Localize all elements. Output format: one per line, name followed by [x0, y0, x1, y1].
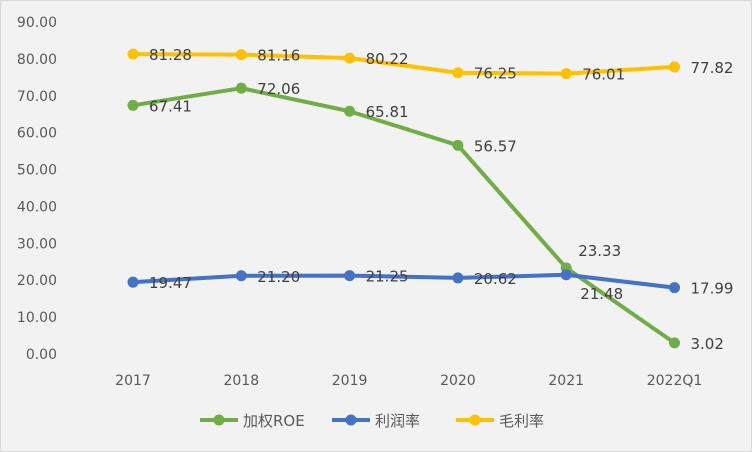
- y-tick-label: 80.00: [17, 52, 57, 68]
- series-line: [132, 52, 675, 76]
- y-tick-label: 60.00: [17, 126, 57, 142]
- data-point: [452, 67, 464, 79]
- series-line: [132, 272, 675, 290]
- data-point: [344, 105, 356, 117]
- legend-label: 利润率: [375, 412, 420, 430]
- legend-label: 毛利率: [499, 412, 544, 430]
- legend-marker: [469, 414, 481, 426]
- data-label: 56.57: [474, 137, 517, 155]
- data-point: [344, 270, 356, 282]
- data-point: [127, 48, 139, 60]
- data-point: [669, 61, 680, 73]
- data-point: [560, 68, 572, 80]
- y-tick-label: 20.00: [17, 273, 57, 289]
- data-label: 81.16: [257, 47, 300, 65]
- data-label: 21.48: [580, 285, 623, 303]
- data-label: 76.01: [582, 66, 625, 84]
- data-point: [669, 282, 680, 294]
- data-point: [127, 99, 139, 111]
- data-label: 65.81: [366, 103, 409, 121]
- data-point: [235, 270, 247, 282]
- data-label: 21.20: [257, 268, 300, 286]
- x-tick-label: 2022Q1: [647, 373, 703, 389]
- y-tick-label: 30.00: [17, 236, 57, 252]
- data-point: [235, 82, 247, 94]
- x-tick-label: 2017: [115, 373, 151, 389]
- data-label: 76.25: [474, 65, 517, 83]
- data-label: 72.06: [257, 80, 300, 98]
- data-point: [127, 276, 139, 288]
- y-tick-label: 40.00: [17, 199, 57, 215]
- y-tick-label: 10.00: [17, 310, 57, 326]
- data-point: [560, 269, 572, 281]
- y-tick-label: 90.00: [17, 15, 57, 31]
- data-label: 81.28: [149, 46, 192, 64]
- y-tick-label: 50.00: [17, 163, 57, 179]
- data-point: [452, 272, 464, 284]
- data-label: 67.41: [149, 97, 192, 115]
- data-label: 21.25: [366, 268, 409, 286]
- data-point: [235, 49, 247, 61]
- y-tick-label: 70.00: [17, 89, 57, 105]
- data-label: 80.22: [366, 50, 409, 68]
- data-label: 17.99: [691, 280, 734, 298]
- data-label: 20.62: [474, 270, 517, 288]
- data-point: [452, 139, 464, 151]
- legend-item: 毛利率: [456, 412, 544, 430]
- data-label: 19.47: [149, 274, 192, 292]
- legend-item: 利润率: [332, 412, 420, 430]
- x-tick-label: 2021: [548, 373, 584, 389]
- x-tick-label: 2018: [223, 373, 259, 389]
- data-point: [344, 52, 356, 64]
- data-label: 3.02: [691, 335, 724, 353]
- legend-item: 加权ROE: [200, 412, 305, 430]
- x-tick-label: 2020: [440, 373, 476, 389]
- series-line: [132, 86, 676, 345]
- data-label: 77.82: [691, 59, 734, 77]
- legend-marker: [213, 414, 225, 426]
- y-tick-label: 0.00: [26, 347, 57, 363]
- data-point: [669, 337, 680, 349]
- legend-label: 加权ROE: [243, 412, 305, 430]
- data-label: 23.33: [578, 242, 621, 260]
- legend-marker: [345, 414, 357, 426]
- x-tick-label: 2019: [332, 373, 368, 389]
